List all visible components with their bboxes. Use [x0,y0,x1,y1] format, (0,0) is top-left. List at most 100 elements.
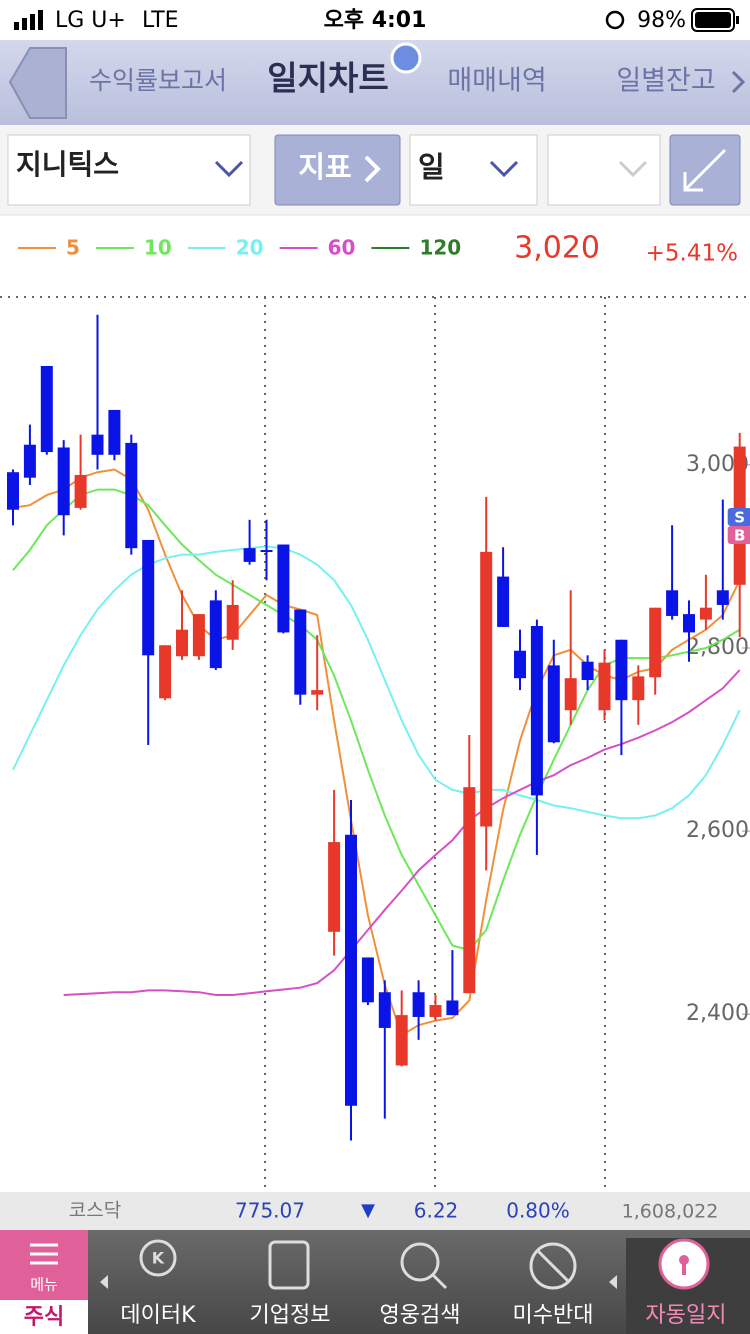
candle-body [412,992,425,1017]
candle-body [378,992,391,1028]
tab-icon [268,1240,310,1290]
carrier: LG U+ [55,8,126,33]
ma-line [12,488,741,952]
legend-label: 5 [66,236,80,260]
candle-body [395,1015,408,1066]
candle-body [294,609,307,695]
section-button[interactable] [0,1300,88,1334]
y-tick-label: 2,800 [686,635,749,660]
section-label: 주식 [24,1305,64,1330]
tab-label[interactable]: 자동일지 [646,1303,727,1328]
candle-body [192,614,205,657]
indicator-button[interactable] [274,134,401,206]
candle-body [23,444,36,478]
status-bar [0,0,750,40]
tab-icon [529,1242,577,1290]
ma-line [12,468,741,1037]
menu-icon [30,1243,58,1265]
candle-body [446,1000,459,1016]
nav-tab[interactable]: 수익률보고서 [89,66,227,95]
empty-dropdown[interactable] [547,134,661,206]
candle-body [683,614,695,633]
battery-icon [691,8,739,32]
candle-body [277,544,290,633]
tab-label[interactable]: 데이터K [120,1303,196,1328]
candle-body [345,834,357,1106]
scroll-right [609,1275,617,1289]
network: LTE [142,8,179,33]
nav-tab[interactable]: 매매내역 [447,66,546,97]
chevron [214,160,244,178]
nav-tab-active[interactable]: 일지차트 [267,59,388,98]
candle-body [564,678,577,711]
candle-body [547,665,560,743]
tab-label[interactable]: 영웅검색 [380,1303,461,1328]
change-rate: +5.41% [646,241,738,267]
stock-name: 지니틱스 [16,148,119,181]
tab-icon [400,1242,448,1290]
candle-body [226,604,239,640]
time: 오후 4:01 [324,8,427,33]
nav-arrow [731,70,746,94]
marker-label: S [734,509,745,527]
candle-body [615,639,628,701]
candle-body [125,442,138,549]
tab-label[interactable]: 기업정보 [250,1303,331,1328]
candle-body [581,661,594,681]
lock-icon [605,10,625,30]
candle-body [632,676,645,701]
ticker-percent: 0.80% [506,1199,570,1223]
ticker-direction: ▼ [361,1200,375,1221]
ticker-index: 코스닥 [69,1200,121,1222]
candle-body [209,600,222,669]
marker-label: B [734,527,745,545]
ticker-value: 775.07 [235,1199,305,1223]
stock-dropdown[interactable] [7,134,251,206]
candle-body [57,447,70,516]
ma-line [12,545,741,820]
tabs: 데이터K 기업정보 영웅검색 미수반대 자동일지 [120,1303,726,1328]
nav-tab[interactable]: 일별잔고 [616,66,715,97]
tab-icon [139,1239,177,1277]
legend: 5 10 20 60 120 [18,236,461,260]
badge-icon [390,42,422,74]
chevron [364,155,381,183]
menu-button[interactable] [0,1230,88,1300]
candle-body [40,365,53,453]
tab-bar [0,1230,750,1334]
candle-body [530,626,543,796]
candle-body [108,409,121,455]
candle-body [328,842,341,932]
candle-body [7,472,19,510]
candle-body [260,550,273,553]
y-tick-label: 2,400 [686,1001,749,1026]
candle-body [716,590,729,605]
candle-body [74,474,87,508]
period-dropdown[interactable] [409,134,538,206]
scroll-left [100,1275,108,1289]
ticker-change: 6.22 [414,1199,459,1223]
candle-body [159,645,172,699]
battery: 98% [637,8,686,33]
legend-label: 60 [328,236,356,260]
candle-body [361,957,374,1003]
last-price: 3,020 [514,231,600,266]
legend-label: 10 [144,236,172,260]
candle-body [480,551,493,827]
candle-body [666,590,679,616]
y-tick-label: 2,600 [686,818,749,843]
marker-badge [727,526,750,544]
ticker-bar [0,1192,750,1230]
ma-line [63,669,741,996]
candle-body [91,434,104,455]
back-button[interactable] [8,47,67,119]
marker-badge [727,508,750,526]
candle-body [497,576,510,627]
tab-icon [658,1238,710,1290]
legend-label: 120 [419,236,461,260]
tab-label[interactable]: 미수반대 [513,1303,594,1328]
ticker-volume: 1,608,022 [622,1201,719,1223]
tab-icon-text: K [152,1249,165,1268]
candle-body [176,629,188,657]
